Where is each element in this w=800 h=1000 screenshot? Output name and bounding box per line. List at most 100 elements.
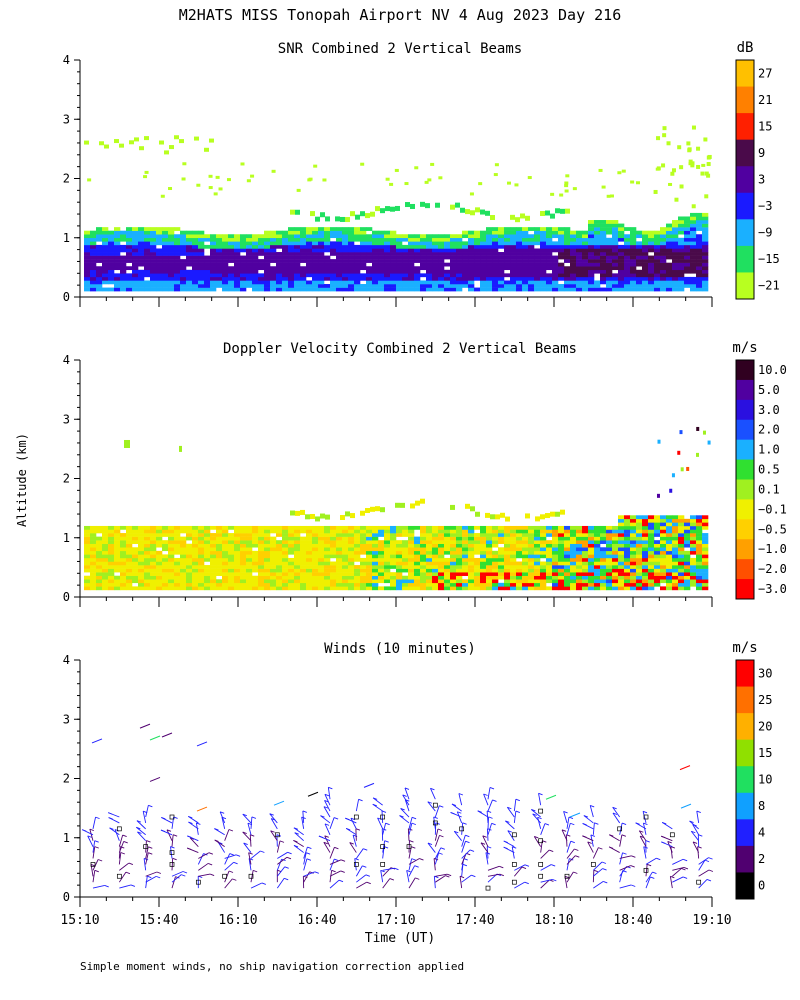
doppler-cell xyxy=(480,533,487,537)
doppler-cell xyxy=(162,557,169,562)
doppler-cell xyxy=(216,536,223,541)
snr-cell xyxy=(102,248,109,253)
snr-cell xyxy=(108,269,115,274)
snr-cell xyxy=(684,244,691,249)
doppler-cell xyxy=(198,550,205,555)
snr-cell xyxy=(213,192,218,196)
snr-cell xyxy=(216,252,223,256)
doppler-cell xyxy=(528,525,535,530)
doppler-cell xyxy=(534,575,541,580)
doppler-cell xyxy=(444,547,451,552)
doppler-cell xyxy=(402,582,409,587)
wind-barb-feather xyxy=(630,865,635,868)
doppler-cell xyxy=(258,547,265,552)
snr-cell xyxy=(576,284,583,288)
doppler-cell xyxy=(690,557,697,562)
doppler-cell xyxy=(696,529,703,534)
snr-cell xyxy=(162,255,169,260)
wind-barb-feather xyxy=(574,848,579,851)
doppler-cell xyxy=(420,498,425,504)
doppler-cell xyxy=(690,579,697,584)
doppler-cell xyxy=(396,543,403,548)
doppler-cell xyxy=(486,586,493,591)
wind-barb-feather xyxy=(94,846,99,849)
snr-cell xyxy=(702,284,709,288)
snr-cell xyxy=(678,244,685,249)
snr-cell xyxy=(150,234,157,239)
wind-barb xyxy=(92,817,96,829)
doppler-cell xyxy=(90,547,97,552)
doppler-cell xyxy=(672,561,679,566)
doppler-cell xyxy=(324,540,331,544)
snr-cell xyxy=(516,280,523,285)
wind-barb xyxy=(242,813,252,824)
snr-cell xyxy=(108,287,115,292)
doppler-cell xyxy=(282,540,289,544)
snr-cell xyxy=(546,241,553,246)
snr-cell xyxy=(468,276,475,281)
snr-cell xyxy=(588,259,595,263)
doppler-cell xyxy=(390,543,397,548)
wind-barb-feather xyxy=(147,875,152,879)
snr-cell xyxy=(240,241,247,246)
doppler-cell xyxy=(600,554,607,559)
doppler-cell xyxy=(660,575,667,580)
doppler-cell xyxy=(318,561,325,566)
snr-cell xyxy=(114,244,121,249)
snr-cell xyxy=(282,230,289,235)
snr-cell xyxy=(438,237,445,242)
snr-cell xyxy=(588,227,595,231)
snr-cell xyxy=(138,273,145,278)
doppler-cell xyxy=(624,554,631,559)
doppler-cell xyxy=(438,533,445,537)
doppler-cell xyxy=(240,582,247,587)
snr-cell xyxy=(498,237,505,242)
doppler-cell xyxy=(300,561,307,566)
snr-cell xyxy=(504,273,511,278)
snr-cell xyxy=(522,244,529,249)
snr-cell xyxy=(156,287,163,292)
snr-cell xyxy=(426,255,433,260)
doppler-cell xyxy=(636,540,643,544)
snr-cell xyxy=(690,252,697,256)
snr-cell xyxy=(444,234,451,239)
wind-barb xyxy=(672,868,682,877)
snr-cell xyxy=(414,255,421,260)
snr-cell xyxy=(420,241,427,246)
doppler-cell xyxy=(648,550,655,555)
doppler-cell xyxy=(288,529,295,534)
snr-cell xyxy=(396,269,403,274)
doppler-cell xyxy=(612,557,619,562)
snr-cell xyxy=(402,259,409,263)
snr-cell xyxy=(294,269,301,274)
doppler-cell xyxy=(492,565,499,569)
doppler-cell xyxy=(612,547,619,552)
doppler-cell xyxy=(162,568,169,573)
doppler-cell xyxy=(174,543,181,548)
winds-colorbar-label: 0 xyxy=(758,879,765,893)
doppler-cell xyxy=(594,582,601,587)
snr-cell xyxy=(546,230,553,235)
snr-cell xyxy=(516,241,523,246)
doppler-cell xyxy=(492,568,499,573)
snr-cell xyxy=(270,280,277,285)
wind-barb xyxy=(217,842,226,853)
wind-barb-feather xyxy=(331,869,336,873)
snr-cell xyxy=(438,248,445,253)
doppler-cell xyxy=(702,565,709,569)
doppler-cell xyxy=(648,543,655,548)
snr-cell xyxy=(192,248,199,253)
doppler-cell xyxy=(522,579,529,584)
doppler-cell xyxy=(198,557,205,562)
wind-barb-feather xyxy=(187,835,192,838)
doppler-cell xyxy=(144,533,151,537)
doppler-cell xyxy=(264,582,271,587)
snr-y-tick-label: 1 xyxy=(63,231,70,245)
snr-cell xyxy=(385,206,390,212)
snr-cell xyxy=(192,241,199,246)
wind-barb xyxy=(145,871,158,877)
snr-cell xyxy=(618,284,625,288)
wind-barb-feather xyxy=(534,836,539,839)
doppler-cell xyxy=(498,561,505,566)
snr-cell xyxy=(228,237,235,242)
